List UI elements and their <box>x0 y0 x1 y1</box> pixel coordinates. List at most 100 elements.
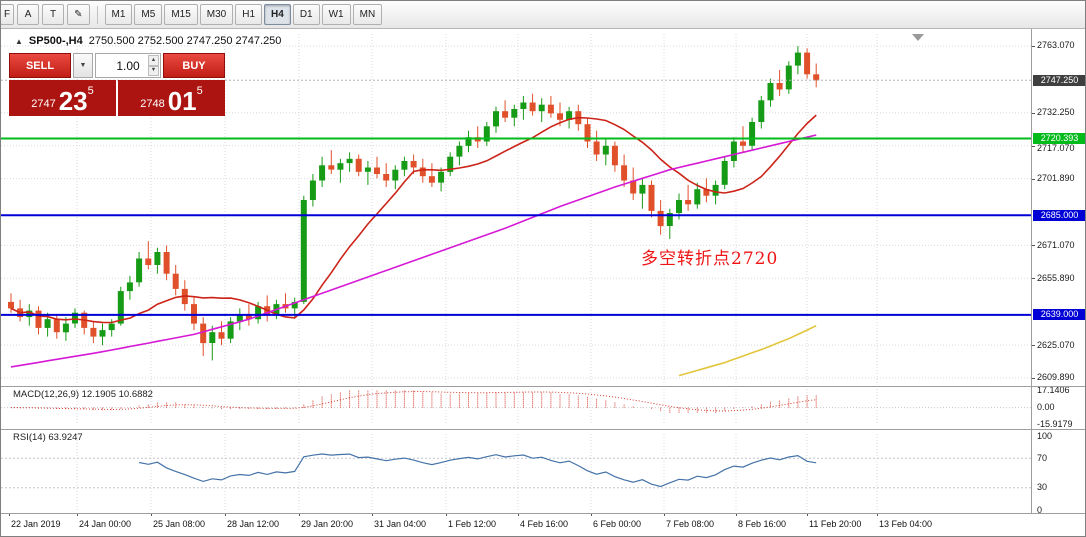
indicator-axis-label: -15.9179 <box>1037 418 1073 429</box>
axis-tick <box>77 513 78 516</box>
sell-price-frac: 5 <box>87 85 94 97</box>
panel-separator-macd[interactable] <box>1 386 1085 387</box>
draw-tool-button[interactable]: ✎ <box>67 4 90 25</box>
price-axis-label: 2763.070 <box>1037 40 1075 51</box>
time-axis-label: 24 Jan 00:00 <box>79 519 132 529</box>
collapse-triangle-icon[interactable]: ▲ <box>15 36 23 46</box>
timeframe-button-d1[interactable]: D1 <box>292 4 320 25</box>
ohlc-values: 2750.500 2752.500 2747.250 2747.250 <box>88 35 282 47</box>
volume-value: 1.00 <box>116 58 140 73</box>
volume-spinner: ▲ ▼ <box>148 55 159 76</box>
chart-title-row: ▲ SP500-,H4 2750.500 2752.500 2747.250 2… <box>15 35 281 47</box>
axis-tick <box>1032 178 1035 180</box>
axis-tick <box>1032 45 1035 47</box>
time-axis-label: 8 Feb 16:00 <box>738 519 787 529</box>
timeframe-button-m30[interactable]: M30 <box>199 4 234 25</box>
axis-tick <box>736 513 737 516</box>
price-axis-label: 2732.250 <box>1037 107 1075 118</box>
price-axis-label: 2701.890 <box>1037 173 1075 184</box>
volume-dropdown[interactable]: ▼ <box>73 53 93 78</box>
timeframe-button-m15[interactable]: M15 <box>164 4 198 25</box>
axis-tick <box>1032 112 1035 114</box>
axis-tick <box>664 513 665 516</box>
indicator-axis-label: 70 <box>1037 452 1048 463</box>
time-axis-label: 13 Feb 04:00 <box>879 519 933 529</box>
time-axis-label: 28 Jan 12:00 <box>227 519 280 529</box>
buy-price-display[interactable]: 2748 01 5 <box>118 80 225 116</box>
indicator-axis-label: 0.00 <box>1037 402 1055 413</box>
buy-price-pips: 01 <box>167 86 197 116</box>
price-axis-label: 2671.070 <box>1037 239 1075 250</box>
axis-tick <box>518 513 519 516</box>
indicator-axis-label: 30 <box>1037 482 1048 493</box>
timeframe-button-h1[interactable]: H1 <box>235 4 263 25</box>
timeframe-button-h4[interactable]: H4 <box>264 4 291 25</box>
axis-tick <box>9 513 10 516</box>
axis-tick <box>591 513 592 516</box>
indicator-axis-label: 0 <box>1037 504 1043 515</box>
one-click-trading-panel: SELL ▼ 1.00 ▲ ▼ BUY 2747 23 5 2748 01 <box>9 53 225 116</box>
caret-down-icon: ▼ <box>79 62 87 69</box>
toolbar: F A T ✎ M1 M5 M15 M30 H1 H4 D1 W1 MN <box>1 1 1085 29</box>
price-axis-label: 2655.890 <box>1037 272 1075 283</box>
sell-price-pips: 23 <box>58 86 88 116</box>
buy-button[interactable]: BUY <box>163 53 225 78</box>
volume-input[interactable]: 1.00 ▲ ▼ <box>95 53 161 78</box>
indicator-axis-label: 100 <box>1037 430 1053 441</box>
axis-tick <box>225 513 226 516</box>
time-axis-label: 4 Feb 16:00 <box>520 519 569 529</box>
toolbar-separator <box>96 5 98 24</box>
timeframe-group: M1 M5 M15 M30 H1 H4 D1 W1 MN <box>104 4 383 25</box>
time-axis-label: 7 Feb 08:00 <box>666 519 715 529</box>
current-price-tag: 2747.250 <box>1033 74 1085 86</box>
price-level-tag[interactable]: 2720.393 <box>1033 132 1085 144</box>
axis-tick <box>151 513 152 516</box>
axis-tick <box>1032 278 1035 280</box>
buy-price-frac: 5 <box>196 85 203 97</box>
axis-tick <box>1032 345 1035 347</box>
timeframe-button-mn[interactable]: MN <box>352 4 383 25</box>
price-level-tag[interactable]: 2639.000 <box>1033 309 1085 321</box>
time-axis-label: 1 Feb 12:00 <box>448 519 497 529</box>
timeframe-button-w1[interactable]: W1 <box>321 4 351 25</box>
time-axis-label: 11 Feb 20:00 <box>809 519 862 529</box>
price-axis-label: 2609.890 <box>1037 372 1075 383</box>
axis-tick <box>372 513 373 516</box>
price-axis-label: 2717.070 <box>1037 143 1075 154</box>
rsi-label: RSI(14) 63.9247 <box>13 432 83 443</box>
timeframe-button-m1[interactable]: M1 <box>104 4 133 25</box>
price-axis: 2763.070 2732.250 2717.070 2701.890 2671.070… <box>1031 29 1085 515</box>
indicator-axis-label: 17.1406 <box>1037 384 1070 395</box>
chart-annotation-text: 多空转折点2720 <box>641 249 779 269</box>
time-axis-label: 6 Feb 00:00 <box>593 519 642 529</box>
sell-price-display[interactable]: 2747 23 5 <box>9 80 116 116</box>
time-axis-label: 29 Jan 20:00 <box>301 519 354 529</box>
sell-price-main: 2747 <box>31 98 56 110</box>
axis-tick <box>1032 377 1035 379</box>
spin-down-icon[interactable]: ▼ <box>148 65 159 76</box>
time-axis-label: 25 Jan 08:00 <box>153 519 206 529</box>
axis-tick <box>299 513 300 516</box>
price-axis-label: 2625.070 <box>1037 339 1075 350</box>
axis-tick <box>446 513 447 516</box>
price-level-tag[interactable]: 2685.000 <box>1033 209 1085 221</box>
buy-price-main: 2748 <box>140 98 165 110</box>
axis-tick <box>877 513 878 516</box>
time-axis-label: 31 Jan 04:00 <box>374 519 427 529</box>
axis-tick <box>1032 145 1035 147</box>
text-tool-button[interactable]: T <box>42 4 65 25</box>
symbol-title: SP500-,H4 <box>28 35 83 47</box>
axis-tick <box>807 513 808 516</box>
axis-tick <box>1032 245 1035 247</box>
sell-button[interactable]: SELL <box>9 53 71 78</box>
arrow-tool-button[interactable]: A <box>17 4 40 25</box>
spin-up-icon[interactable]: ▲ <box>148 55 159 66</box>
pencil-icon: ✎ <box>74 9 83 20</box>
macd-label: MACD(12,26,9) 12.1905 10.6882 <box>13 389 153 400</box>
panel-separator-rsi[interactable] <box>1 429 1085 430</box>
partial-toolbar-button[interactable]: F <box>1 4 15 25</box>
timeframe-button-m5[interactable]: M5 <box>134 4 163 25</box>
panel-separator-timeaxis <box>1 513 1085 514</box>
